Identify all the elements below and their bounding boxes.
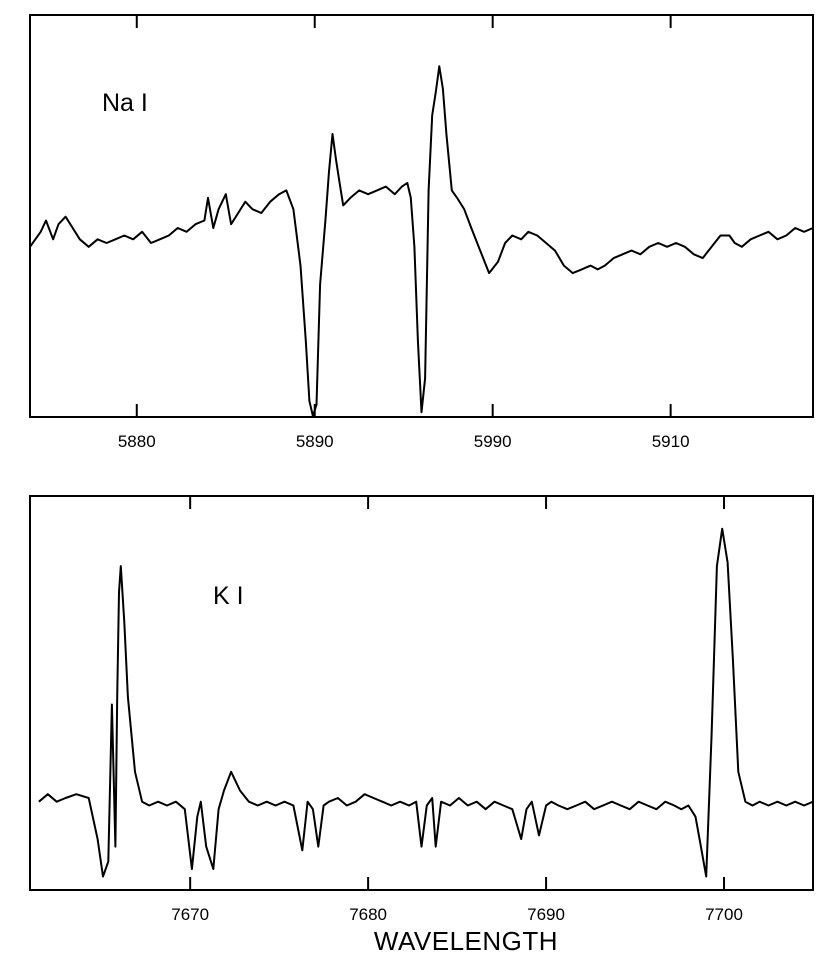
k-spectrum-line — [38, 527, 814, 878]
na-plot-frame — [29, 14, 814, 418]
k-panel: K I 7670 7680 7690 7700 — [29, 495, 814, 924]
k-plot-frame — [29, 495, 814, 891]
k-x-ticks — [189, 496, 726, 890]
k-x-tick-label: 7680 — [349, 905, 387, 924]
k-x-tick-label: 7700 — [705, 905, 743, 924]
na-panel: Na I 5880 5890 5990 5910 — [29, 14, 814, 451]
x-axis-label: WAVELENGTH — [374, 926, 558, 956]
na-x-ticks — [135, 15, 672, 417]
k-spectrum-series — [38, 527, 814, 878]
na-x-tick-label: 5890 — [296, 432, 334, 451]
k-x-tick-label: 7690 — [527, 905, 565, 924]
k-x-tick-labels: 7670 7680 7690 7700 — [171, 905, 743, 924]
na-spectrum-line — [29, 65, 814, 417]
na-x-tick-labels: 5880 5890 5990 5910 — [118, 432, 690, 451]
na-x-tick-label: 5990 — [474, 432, 512, 451]
na-x-tick-label: 5910 — [652, 432, 690, 451]
na-x-tick-label: 5880 — [118, 432, 156, 451]
na-spectrum-series — [29, 65, 814, 417]
k-x-tick-label: 7670 — [171, 905, 209, 924]
k-panel-label: K I — [213, 582, 244, 610]
na-panel-label: Na I — [102, 89, 148, 117]
